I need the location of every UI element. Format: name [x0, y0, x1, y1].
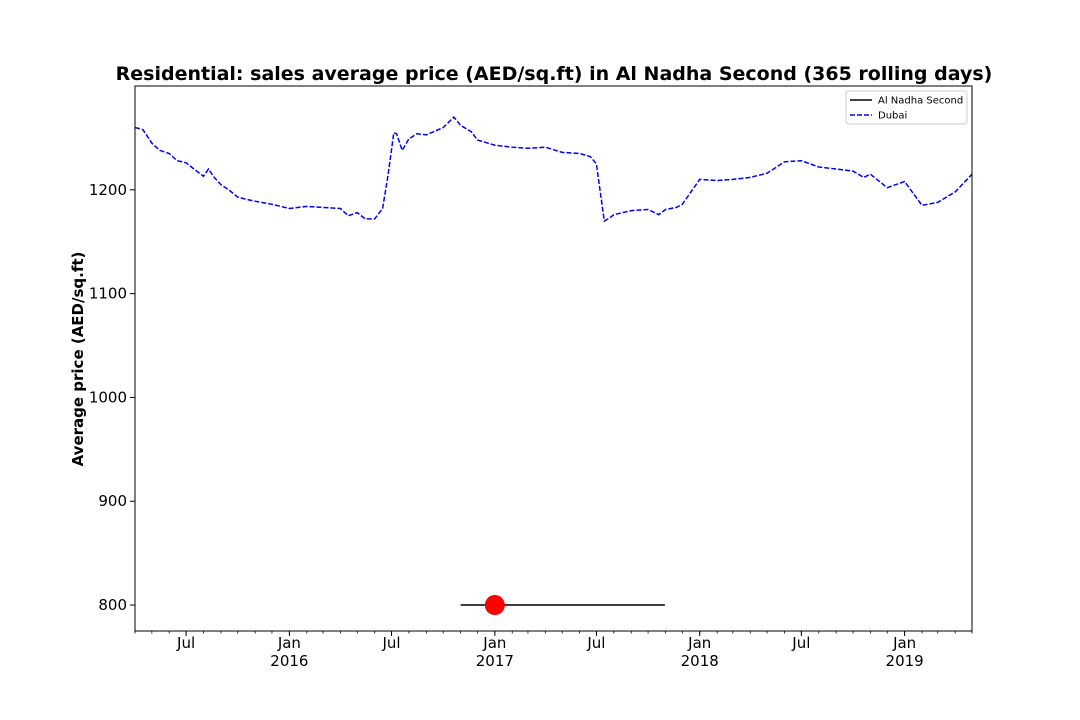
y-tick-label: 800	[98, 596, 127, 614]
x-tick-year-label: 2017	[476, 652, 514, 670]
current-value-marker	[484, 595, 505, 616]
x-tick-label: Jul	[791, 634, 810, 652]
plot-area	[134, 115, 973, 616]
y-axis: 800 900 1000 1100 1200	[89, 181, 135, 614]
series-line-dubai	[134, 115, 973, 223]
x-tick-label: Jul	[586, 634, 605, 652]
plot-frame	[134, 85, 973, 632]
y-tick-label: 1000	[89, 388, 127, 406]
y-axis-label: Average price (AED/sq.ft)	[69, 252, 87, 467]
x-tick-label: Jul	[381, 634, 400, 652]
x-tick-year-label: 2019	[886, 652, 924, 670]
x-tick-year-label: 2016	[270, 652, 308, 670]
y-tick-label: 900	[98, 492, 127, 510]
x-tick-year-label: 2018	[681, 652, 719, 670]
x-tick-label: Jan	[687, 634, 711, 652]
x-tick-label: Jan	[482, 634, 506, 652]
x-tick-label: Jul	[176, 634, 195, 652]
legend-box	[845, 90, 968, 125]
legend-label: Al Nadha Second	[878, 96, 963, 107]
chart-title: Residential: sales average price (AED/sq…	[116, 63, 993, 85]
legend: Al Nadha Second Dubai	[845, 90, 968, 125]
legend-label: Dubai	[878, 111, 907, 122]
x-tick-label: Jan	[277, 634, 301, 652]
x-tick-label: Jan	[892, 634, 916, 652]
y-tick-label: 1200	[89, 181, 127, 199]
y-tick-label: 1100	[89, 285, 127, 303]
